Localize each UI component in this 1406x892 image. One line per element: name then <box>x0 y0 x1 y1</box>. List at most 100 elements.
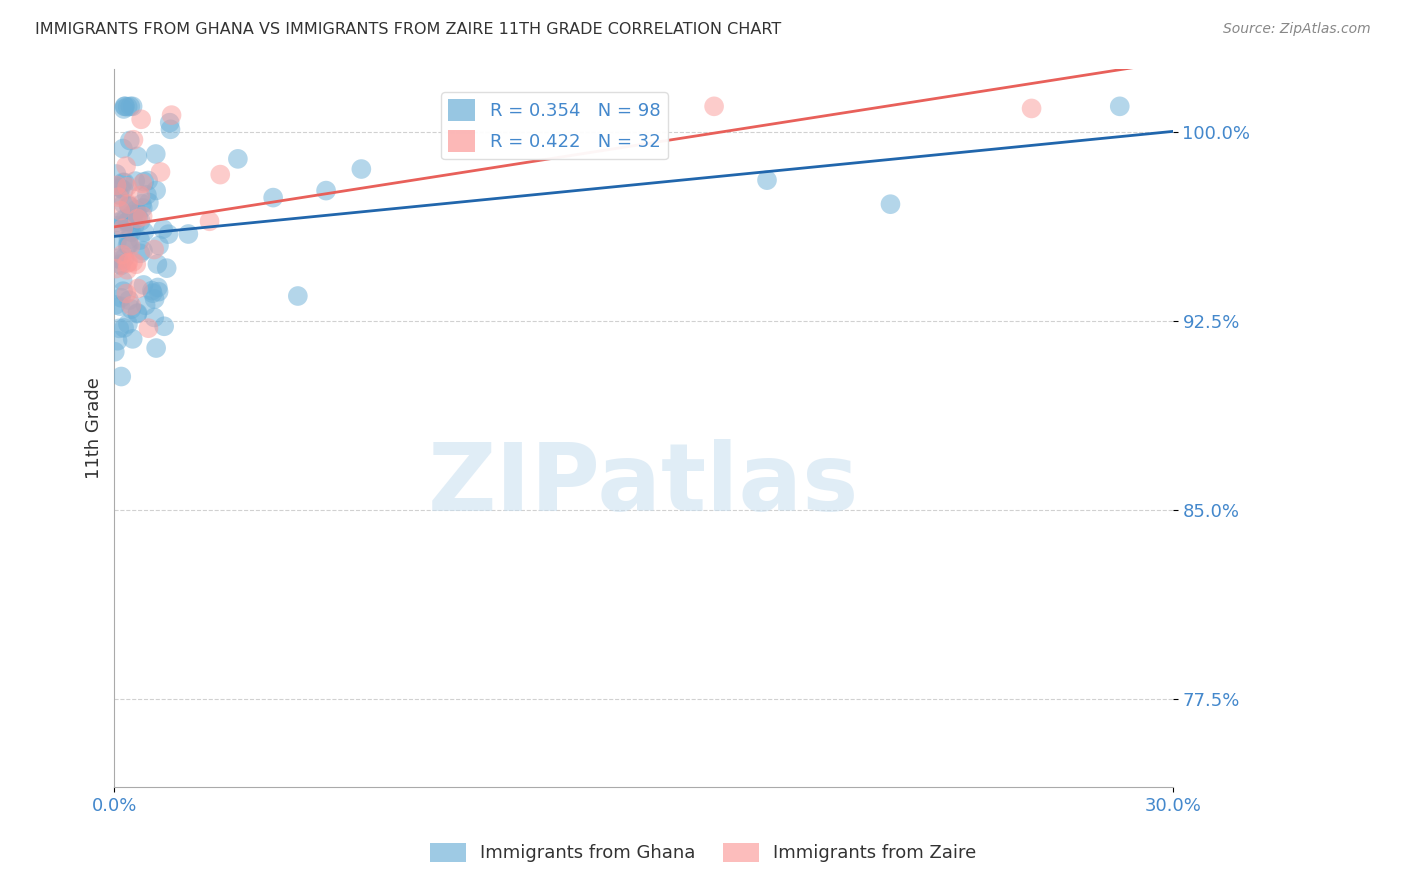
Point <box>105 215 128 229</box>
Point <box>127 211 149 226</box>
Point <box>131 177 153 191</box>
Point <box>131 209 153 223</box>
Point <box>145 183 167 197</box>
Point <box>129 112 152 127</box>
Point <box>115 179 138 194</box>
Point <box>129 246 152 260</box>
Point <box>132 277 155 292</box>
Point <box>145 147 167 161</box>
Point <box>145 341 167 355</box>
Point <box>117 100 139 114</box>
Point <box>105 179 128 194</box>
Point <box>120 225 142 239</box>
Point <box>198 214 221 228</box>
Point <box>159 122 181 136</box>
Point <box>125 202 148 217</box>
Point <box>127 281 149 295</box>
Point <box>129 233 152 247</box>
Point <box>117 317 139 331</box>
Point <box>153 319 176 334</box>
Point <box>112 183 135 197</box>
Point <box>104 298 127 312</box>
Point <box>142 286 165 301</box>
Point <box>111 274 134 288</box>
Point <box>125 257 148 271</box>
Point <box>117 232 139 246</box>
Point <box>143 310 166 325</box>
Point <box>111 176 134 190</box>
Text: ZIPatlas: ZIPatlas <box>427 439 859 531</box>
Point <box>136 173 159 187</box>
Point <box>114 176 136 190</box>
Point <box>108 321 131 335</box>
Point <box>110 203 132 218</box>
Point <box>120 299 142 313</box>
Text: IMMIGRANTS FROM GHANA VS IMMIGRANTS FROM ZAIRE 11TH GRADE CORRELATION CHART: IMMIGRANTS FROM GHANA VS IMMIGRANTS FROM… <box>35 22 782 37</box>
Point <box>129 188 152 202</box>
Point <box>226 152 249 166</box>
Point <box>127 307 149 321</box>
Point <box>108 257 131 271</box>
Text: Source: ZipAtlas.com: Source: ZipAtlas.com <box>1223 22 1371 37</box>
Point <box>115 286 138 301</box>
Point <box>146 280 169 294</box>
Point <box>135 298 157 312</box>
Point <box>105 234 128 248</box>
Point <box>134 225 156 239</box>
Point <box>127 149 149 163</box>
Legend: R = 0.354   N = 98, R = 0.422   N = 32: R = 0.354 N = 98, R = 0.422 N = 32 <box>441 92 668 160</box>
Point <box>111 142 134 156</box>
Point <box>148 238 170 252</box>
Point <box>148 285 170 299</box>
Point <box>110 299 132 313</box>
Point <box>117 197 139 211</box>
Point <box>107 219 129 233</box>
Point <box>122 214 145 228</box>
Point <box>110 369 132 384</box>
Point <box>117 199 139 213</box>
Point <box>117 255 139 269</box>
Point <box>105 178 128 193</box>
Point <box>756 173 779 187</box>
Point <box>132 244 155 258</box>
Point <box>141 284 163 298</box>
Point <box>107 251 129 265</box>
Point <box>156 261 179 276</box>
Point <box>122 254 145 268</box>
Point <box>120 99 142 113</box>
Point <box>115 262 138 277</box>
Point <box>110 291 132 305</box>
Point <box>132 201 155 215</box>
Point <box>120 239 142 253</box>
Point <box>146 257 169 271</box>
Point <box>124 219 146 233</box>
Point <box>121 99 143 113</box>
Point <box>160 108 183 122</box>
Point <box>122 133 145 147</box>
Point <box>112 197 135 211</box>
Point <box>111 247 134 261</box>
Point <box>124 174 146 188</box>
Point <box>112 284 135 298</box>
Point <box>108 188 131 202</box>
Point <box>112 102 135 116</box>
Point <box>110 252 132 267</box>
Point <box>129 214 152 228</box>
Point <box>114 251 136 265</box>
Point <box>149 165 172 179</box>
Point <box>127 207 149 221</box>
Point <box>138 321 160 335</box>
Point <box>114 99 136 113</box>
Point <box>118 220 141 235</box>
Point <box>143 243 166 257</box>
Point <box>107 334 129 348</box>
Point <box>879 197 901 211</box>
Point <box>112 221 135 235</box>
Point <box>114 99 136 113</box>
Point <box>118 134 141 148</box>
Point <box>112 212 135 227</box>
Point <box>287 289 309 303</box>
Point <box>104 261 127 276</box>
Point <box>121 332 143 346</box>
Point <box>117 214 139 228</box>
